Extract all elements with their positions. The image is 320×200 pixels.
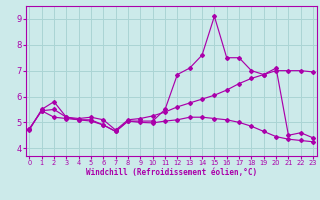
X-axis label: Windchill (Refroidissement éolien,°C): Windchill (Refroidissement éolien,°C) — [86, 168, 257, 177]
